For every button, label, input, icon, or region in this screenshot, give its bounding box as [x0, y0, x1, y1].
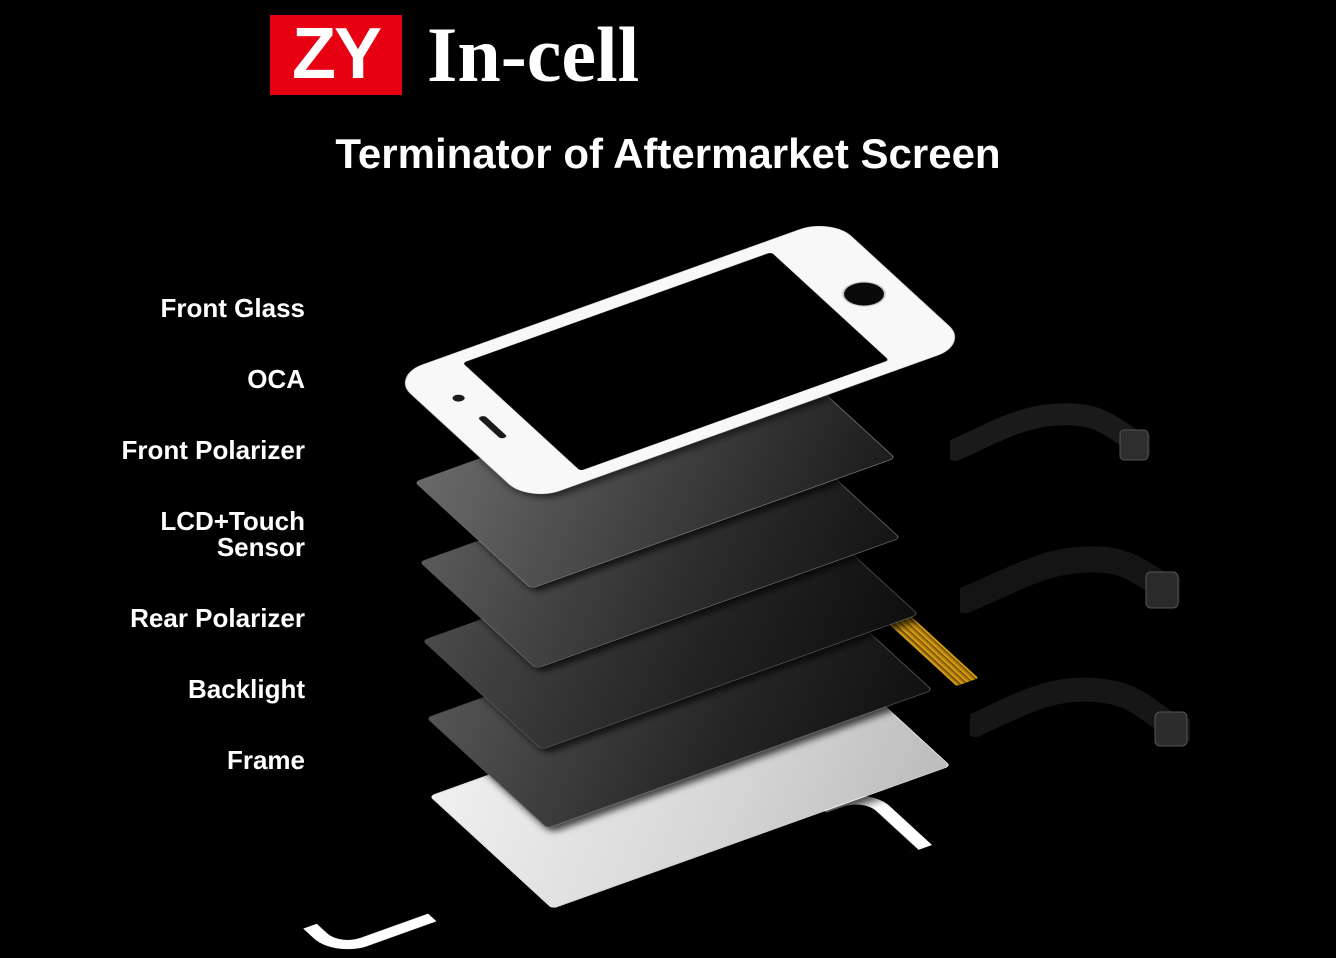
home-button-icon: [834, 277, 895, 312]
flex-cable-bottom: [970, 660, 1190, 770]
layer-labels: Front Glass OCA Front Polarizer LCD+Touc…: [70, 295, 305, 818]
label-rear-polarizer: Rear Polarizer: [70, 605, 305, 631]
flex-cable-top: [950, 390, 1150, 490]
label-frame: Frame: [70, 747, 305, 773]
brand-text: In-cell: [427, 10, 639, 100]
header: ZY In-cell: [270, 10, 639, 100]
label-oca: OCA: [70, 366, 305, 392]
exploded-diagram: [340, 230, 1140, 790]
label-lcd-touch-sensor: LCD+Touch Sensor: [70, 508, 305, 560]
label-front-polarizer: Front Polarizer: [70, 437, 305, 463]
earpiece-icon: [478, 415, 508, 439]
label-backlight: Backlight: [70, 676, 305, 702]
logo-badge: ZY: [270, 15, 402, 94]
label-front-glass: Front Glass: [70, 295, 305, 321]
layer-frame-left: [303, 892, 437, 958]
front-camera-icon: [450, 393, 467, 402]
flex-cable-middle: [960, 530, 1180, 640]
tagline: Terminator of Aftermarket Screen: [0, 130, 1336, 178]
